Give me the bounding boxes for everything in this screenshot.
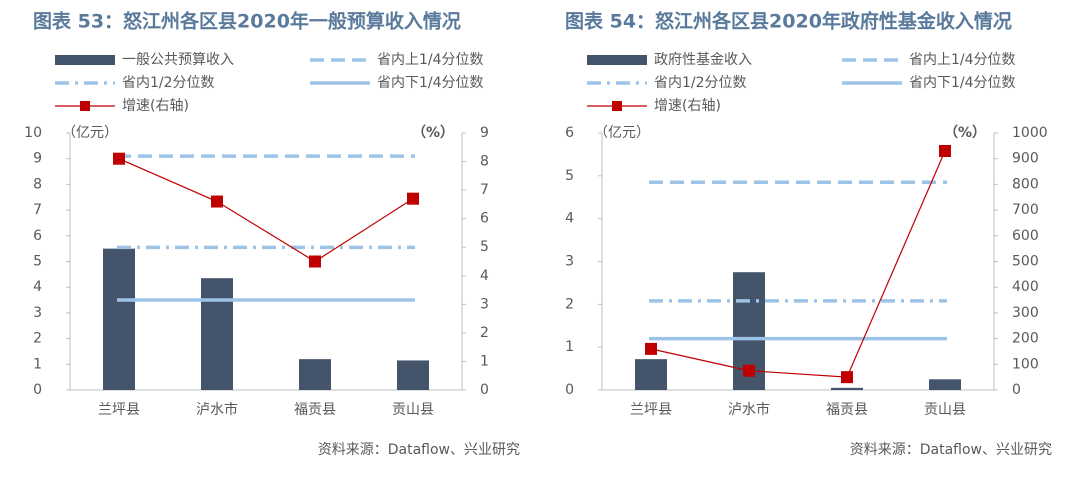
y-tick-label: 10 — [24, 125, 42, 141]
y-tick-label: 7 — [33, 202, 42, 218]
y-tick-label: 2 — [565, 296, 574, 312]
legend-label: 省内1/2分位数 — [654, 75, 747, 91]
y-tick-label: 6 — [565, 125, 574, 141]
y-tick-label: 6 — [33, 228, 42, 244]
bar — [397, 360, 429, 390]
legend-label: 增速(右轴) — [122, 98, 189, 114]
y2-tick-label: 100 — [1012, 356, 1039, 372]
y2-tick-label: 1000 — [1012, 125, 1048, 141]
y-tick-label: 4 — [33, 279, 42, 295]
marker — [211, 195, 223, 208]
y-tick-label: 1 — [565, 339, 574, 355]
y-tick-label: 8 — [33, 176, 42, 192]
y2-tick-label: 800 — [1012, 176, 1039, 192]
chart-title: 图表 54：怒江州各区县2020年政府性基金收入情况 — [565, 10, 1012, 33]
y-tick-label: 5 — [565, 168, 574, 184]
series-line — [118, 158, 414, 263]
x-tick-label: 贡山县 — [392, 402, 434, 418]
y2-tick-label: 3 — [480, 296, 489, 312]
y2-tick-label: 400 — [1012, 279, 1039, 295]
y-tick-label: 4 — [565, 211, 574, 227]
x-tick-label: 贡山县 — [924, 402, 966, 418]
y2-tick-label: 9 — [480, 125, 489, 141]
bar — [103, 248, 135, 390]
y-tick-label: 2 — [33, 331, 42, 347]
y2-tick-label: 5 — [480, 239, 489, 255]
y2-tick-label: 0 — [480, 382, 489, 398]
y2-tick-label: 300 — [1012, 305, 1039, 321]
y2-tick-label: 4 — [480, 268, 489, 284]
y2-tick-label: 7 — [480, 182, 489, 198]
legend-label: 增速(右轴) — [654, 98, 721, 114]
y2-tick-label: 2 — [480, 325, 489, 341]
y-axis-label: （亿元） — [594, 125, 650, 141]
y-tick-label: 1 — [33, 356, 42, 372]
y2-tick-label: 1 — [480, 353, 489, 369]
y2-tick-label: 0 — [1012, 382, 1021, 398]
legend-swatch — [587, 55, 647, 65]
legend-label: 一般公共预算收入 — [122, 52, 234, 68]
legend-label: 省内下1/4分位数 — [377, 75, 484, 91]
bar — [201, 278, 233, 390]
legend-label: 省内1/2分位数 — [122, 75, 215, 91]
y-tick-label: 0 — [565, 382, 574, 398]
legend-marker — [612, 101, 622, 111]
marker — [939, 144, 951, 157]
bar — [299, 359, 331, 390]
y2-tick-label: 8 — [480, 154, 489, 170]
marker — [309, 255, 321, 268]
x-tick-label: 福贡县 — [826, 402, 868, 418]
legend-label: 政府性基金收入 — [654, 51, 752, 68]
y2-tick-label: 900 — [1012, 151, 1039, 167]
marker — [113, 152, 125, 165]
legend-label: 省内上1/4分位数 — [909, 52, 1016, 68]
chart-title: 图表 53：怒江州各区县2020年一般预算收入情况 — [33, 10, 461, 33]
bar — [635, 359, 667, 390]
y2-tick-label: 600 — [1012, 228, 1039, 244]
legend-label: 省内上1/4分位数 — [377, 52, 484, 68]
legend-marker — [80, 101, 90, 111]
marker — [841, 371, 853, 384]
y-tick-label: 3 — [33, 305, 42, 321]
x-tick-label: 泸水市 — [196, 401, 238, 418]
marker — [407, 192, 419, 205]
y2-tick-label: 6 — [480, 211, 489, 227]
x-tick-label: 福贡县 — [294, 402, 336, 418]
x-tick-label: 兰坪县 — [630, 402, 672, 418]
y-tick-label: 3 — [565, 254, 574, 270]
series-line — [650, 150, 946, 378]
source: 资料来源：Dataflow、兴业研究 — [318, 442, 520, 458]
y2-axis-label: （%） — [944, 125, 986, 141]
x-tick-label: 泸水市 — [728, 401, 770, 418]
y2-axis-label: （%） — [412, 125, 454, 141]
y2-tick-label: 700 — [1012, 202, 1039, 218]
marker — [743, 364, 755, 377]
y-tick-label: 9 — [33, 151, 42, 167]
y2-tick-label: 200 — [1012, 331, 1039, 347]
x-tick-label: 兰坪县 — [98, 402, 140, 418]
y-axis-label: （亿元） — [62, 125, 118, 141]
legend-label: 省内下1/4分位数 — [909, 75, 1016, 91]
bar — [831, 387, 863, 390]
y-tick-label: 0 — [33, 382, 42, 398]
bar — [929, 379, 961, 390]
y2-tick-label: 500 — [1012, 254, 1039, 270]
source: 资料来源：Dataflow、兴业研究 — [850, 442, 1052, 458]
marker — [645, 342, 657, 355]
legend-swatch — [55, 55, 115, 65]
y-tick-label: 5 — [33, 254, 42, 270]
